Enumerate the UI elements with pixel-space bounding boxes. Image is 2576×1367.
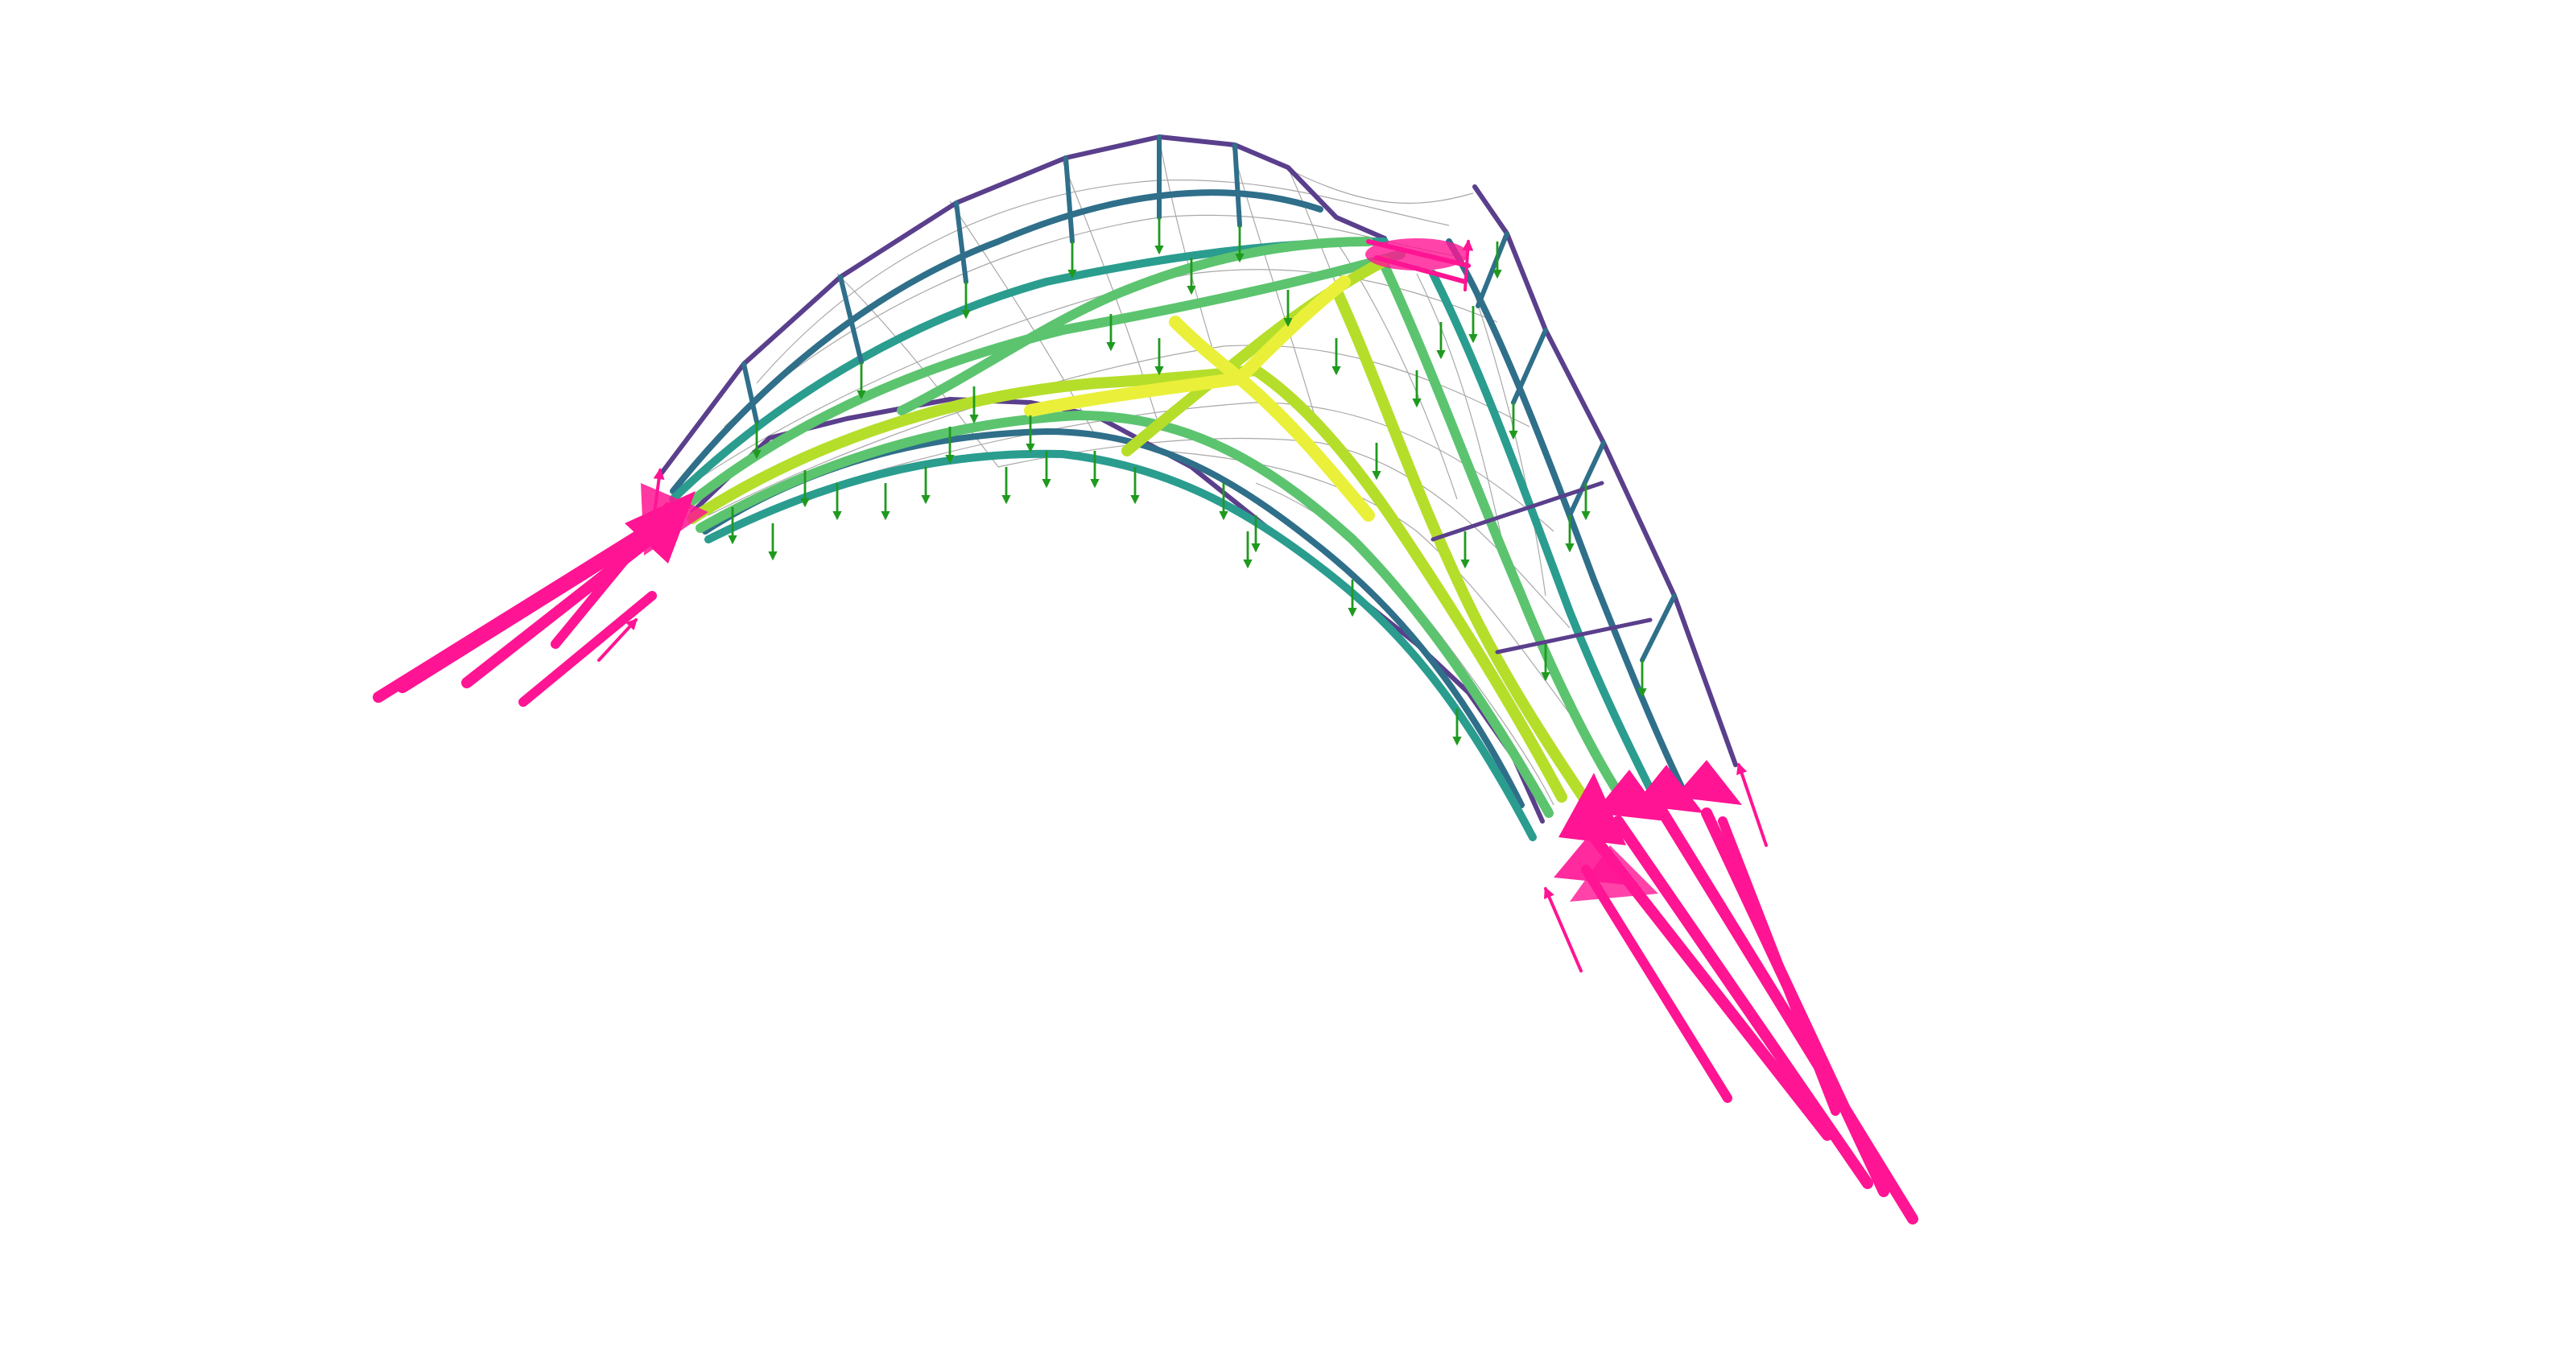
reaction-vector <box>1653 799 1918 1225</box>
member-dark-teal <box>1446 238 1694 808</box>
applied-loads <box>728 217 1647 746</box>
member-green <box>696 411 1554 818</box>
member-green <box>679 250 1406 512</box>
reaction-head <box>641 483 708 555</box>
rib <box>1232 142 1242 228</box>
rib <box>741 361 759 424</box>
rib <box>1495 617 1653 655</box>
member-yellow-green <box>687 365 1261 524</box>
reaction-vector <box>518 591 657 707</box>
rib <box>1063 155 1075 244</box>
reaction-head <box>1558 773 1626 845</box>
member-yellow <box>1169 316 1246 385</box>
reaction-head <box>1594 770 1666 821</box>
reaction-vector <box>1612 816 1873 1189</box>
member-teal <box>1429 270 1662 809</box>
reaction-vector <box>597 617 638 662</box>
member-yellow-green <box>1250 365 1567 803</box>
reaction-head <box>1634 765 1703 813</box>
mesh-line <box>724 214 1466 427</box>
reaction-vector <box>1366 239 1471 268</box>
member-green <box>1380 261 1631 810</box>
member-teal <box>704 449 1537 841</box>
reaction-vector <box>1544 886 1583 973</box>
shell-members <box>658 134 1738 841</box>
reaction-head <box>1570 845 1658 902</box>
reaction-vector <box>1718 816 1840 1116</box>
rib <box>1511 328 1548 405</box>
mesh-line <box>1231 144 1321 436</box>
reaction-vector <box>1462 239 1474 291</box>
mesh-line <box>997 437 1571 629</box>
member-yellow <box>1024 372 1246 417</box>
member-green <box>897 237 1373 415</box>
member-dark-teal <box>670 189 1323 494</box>
reaction-head <box>1674 760 1742 805</box>
reaction-vector <box>1736 762 1768 847</box>
rib <box>838 275 864 365</box>
mesh-line <box>1287 168 1474 204</box>
rib <box>1430 481 1604 542</box>
mesh-line <box>756 180 1450 384</box>
reaction-vector <box>1374 255 1468 284</box>
rib <box>1476 231 1509 308</box>
edge-beam-right <box>1472 184 1738 767</box>
member-yellow <box>1233 372 1375 522</box>
edge-beam-top <box>658 134 1387 477</box>
member-yellow <box>1233 275 1351 385</box>
rib <box>954 200 968 284</box>
rib <box>1567 440 1606 518</box>
reaction-vector <box>1581 865 1732 1103</box>
reaction-vector <box>397 513 679 693</box>
rib <box>1640 593 1677 663</box>
mesh-line <box>1416 273 1506 556</box>
member-yellow-green <box>1331 284 1600 819</box>
support-reactions <box>373 238 1918 1225</box>
